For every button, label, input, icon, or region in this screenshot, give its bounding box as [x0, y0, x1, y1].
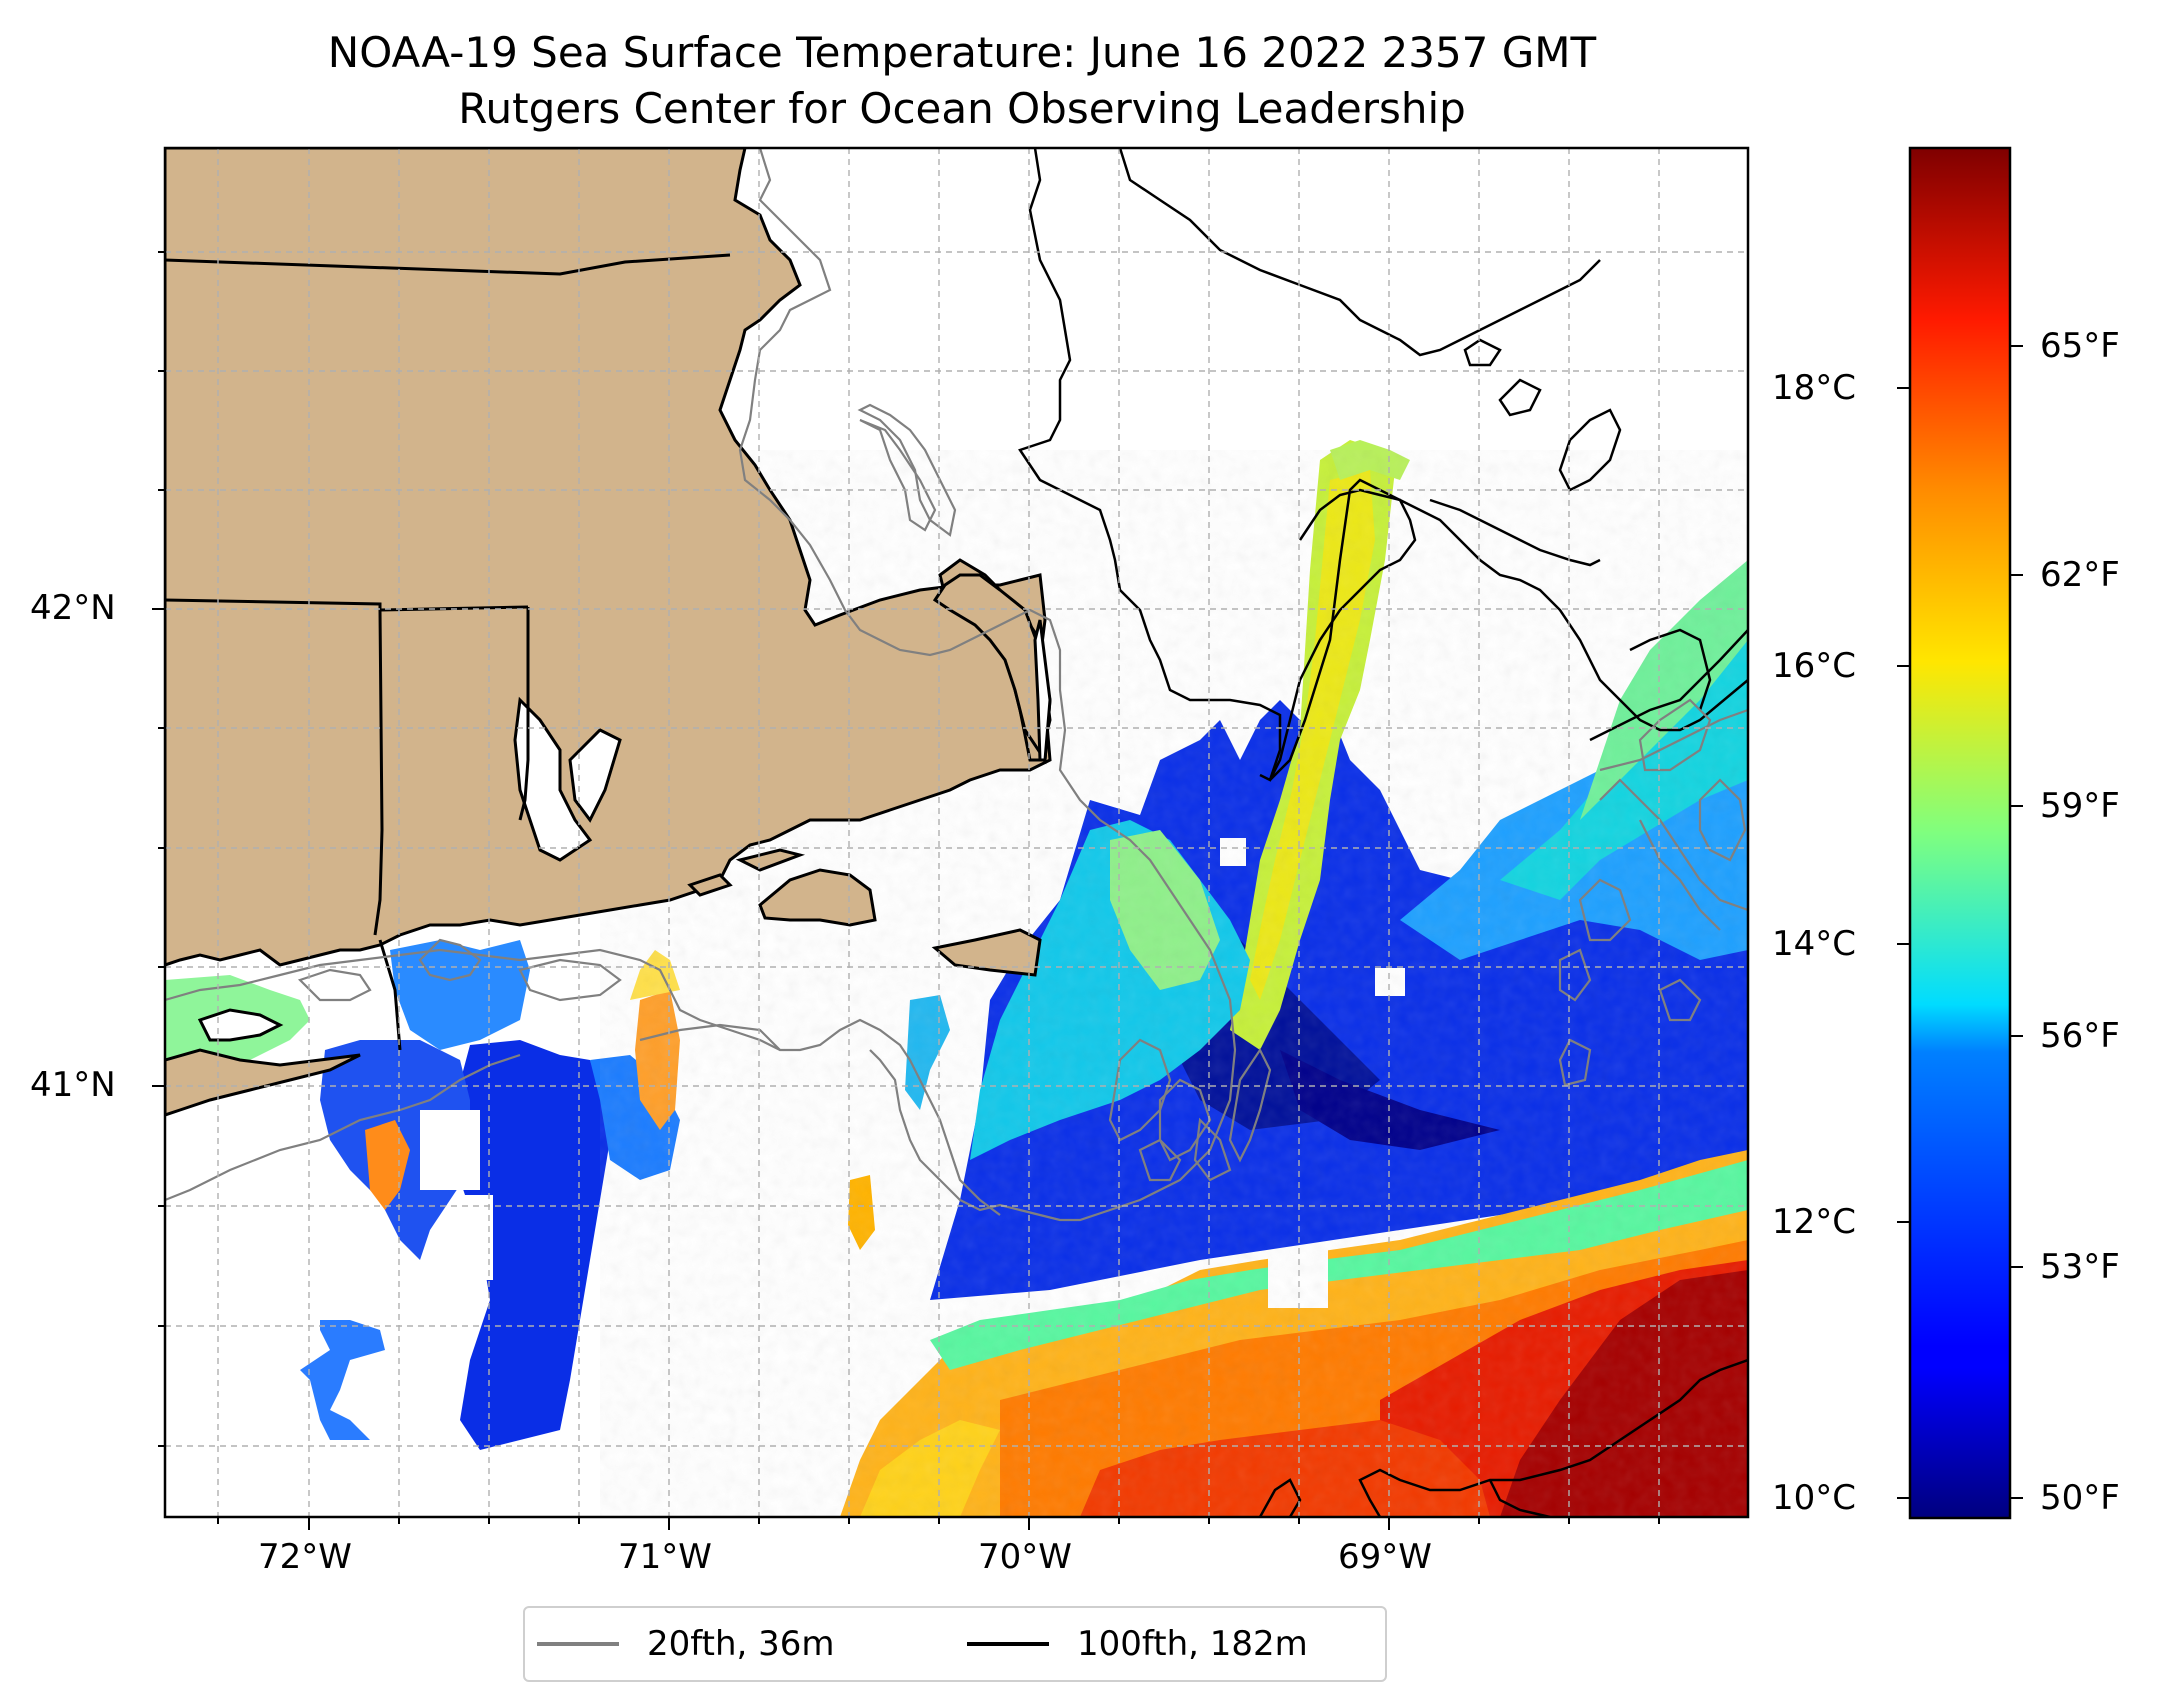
legend: 20fth, 36m 100fth, 182m — [523, 1606, 1387, 1682]
colorbar-c-18: 18°C — [1772, 368, 1857, 408]
colorbar-f-59: 59°F — [2040, 786, 2120, 826]
colorbar-c-14: 14°C — [1772, 924, 1857, 964]
lon-label-72w: 72°W — [258, 1537, 352, 1577]
legend-item-20fth: 20fth, 36m — [537, 1608, 835, 1680]
colorbar-frame — [1908, 146, 2012, 1520]
legend-swatch-grey-line — [537, 1642, 619, 1646]
map-frame — [163, 146, 1750, 1519]
colorbar-f-65: 65°F — [2040, 326, 2120, 366]
isobath-100fth — [1018, 148, 1748, 1517]
colorbar — [1897, 146, 2023, 1520]
land — [165, 148, 1052, 1117]
lon-label-71w: 71°W — [618, 1537, 712, 1577]
lat-label-42n: 42°N — [30, 588, 116, 628]
tick-marks — [152, 251, 1660, 1530]
lon-label-69w: 69°W — [1338, 1537, 1432, 1577]
colorbar-f-62: 62°F — [2040, 555, 2120, 595]
colorbar-f-53: 53°F — [2040, 1247, 2120, 1287]
colorbar-c-12: 12°C — [1772, 1202, 1857, 1242]
colorbar-gradient — [1910, 148, 2010, 1518]
title-line-2: Rutgers Center for Ocean Observing Leade… — [458, 84, 1466, 133]
colorbar-c-10: 10°C — [1772, 1478, 1857, 1518]
legend-item-100fth: 100fth, 182m — [967, 1608, 1308, 1680]
colorbar-f-56: 56°F — [2040, 1016, 2120, 1056]
legend-label-100fth: 100fth, 182m — [1077, 1624, 1308, 1664]
sst-field — [165, 440, 1748, 1517]
map-area — [165, 148, 1748, 1517]
graticule — [165, 148, 1748, 1517]
colorbar-c-16: 16°C — [1772, 646, 1857, 686]
isobath-20fth — [165, 148, 1748, 1222]
lat-label-41n: 41°N — [30, 1065, 116, 1105]
colorbar-f-50: 50°F — [2040, 1478, 2120, 1518]
legend-swatch-black-line — [967, 1642, 1049, 1646]
lon-label-70w: 70°W — [978, 1537, 1072, 1577]
title-line-1: NOAA-19 Sea Surface Temperature: June 16… — [327, 28, 1597, 77]
legend-label-20fth: 20fth, 36m — [647, 1624, 835, 1664]
